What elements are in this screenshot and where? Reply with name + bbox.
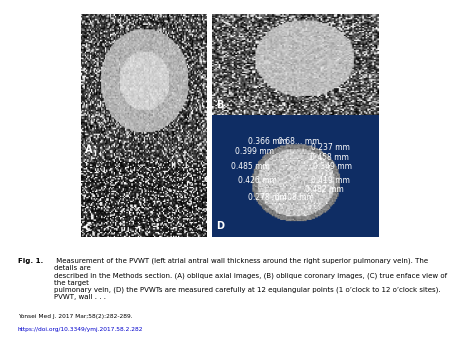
Text: 0.426 mm: 0.426 mm bbox=[238, 176, 277, 185]
Text: 0.482 mm: 0.482 mm bbox=[305, 185, 343, 194]
Text: https://doi.org/10.3349/ymj.2017.58.2.282: https://doi.org/10.3349/ymj.2017.58.2.28… bbox=[18, 327, 144, 332]
Text: Yonsei Med J. 2017 Mar;58(2):282-289.: Yonsei Med J. 2017 Mar;58(2):282-289. bbox=[18, 314, 133, 319]
Text: 0.278 mm: 0.278 mm bbox=[248, 193, 287, 202]
Text: 0.68… mm: 0.68… mm bbox=[278, 137, 320, 146]
Text: B: B bbox=[216, 100, 224, 110]
Text: Measurement of the PVWT (left atrial antral wall thickness around the right supe: Measurement of the PVWT (left atrial ant… bbox=[54, 258, 447, 300]
Text: 0.349 mm: 0.349 mm bbox=[313, 162, 352, 171]
Text: 0.237 mm: 0.237 mm bbox=[311, 143, 350, 152]
Text: 0.419 mm: 0.419 mm bbox=[311, 176, 350, 185]
Text: 0.399 mm: 0.399 mm bbox=[235, 147, 274, 156]
Text: 0.408 mm: 0.408 mm bbox=[275, 193, 314, 202]
Text: 0.458 mm: 0.458 mm bbox=[310, 153, 349, 162]
Text: A: A bbox=[85, 145, 92, 155]
Text: Fig. 1.: Fig. 1. bbox=[18, 258, 43, 264]
Text: 0.366 mm: 0.366 mm bbox=[248, 137, 287, 146]
Text: C: C bbox=[85, 223, 92, 233]
Text: D: D bbox=[216, 220, 225, 231]
Text: 0.485 mm: 0.485 mm bbox=[231, 162, 270, 171]
